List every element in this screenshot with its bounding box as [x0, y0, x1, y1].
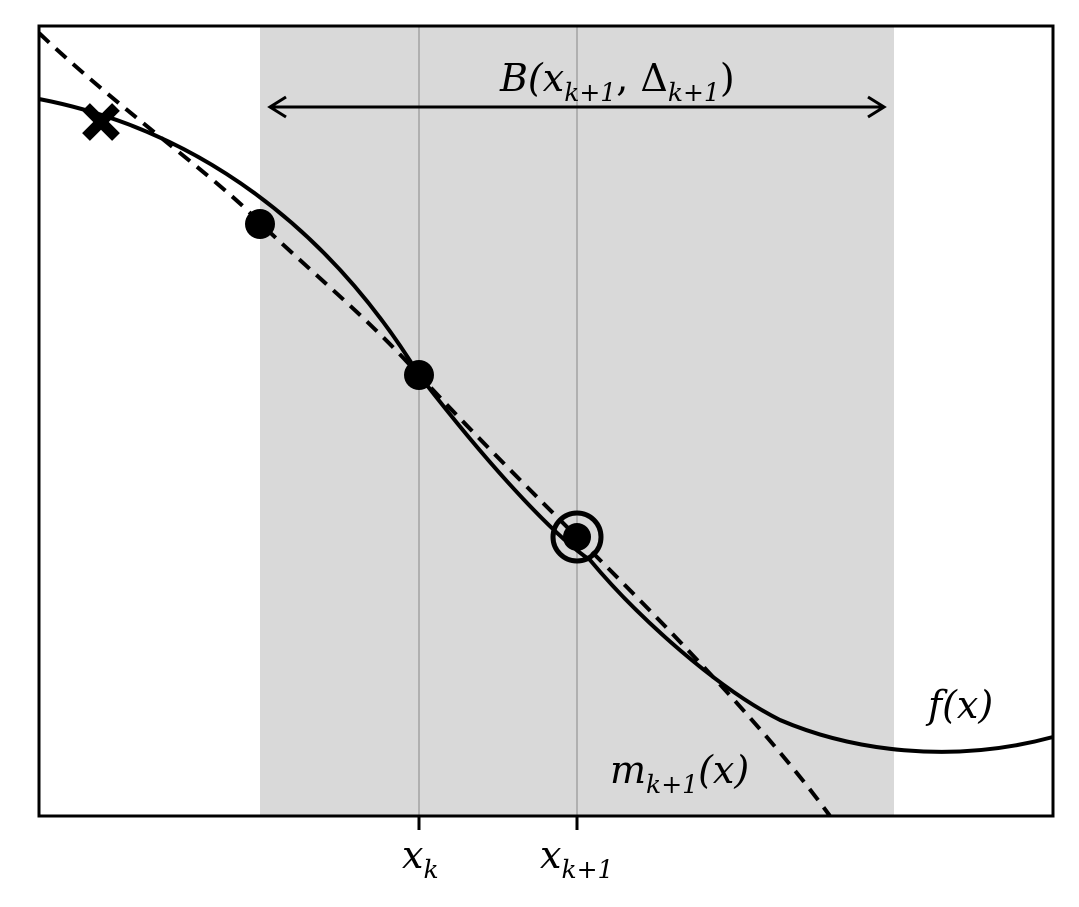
interpolation-point-xk — [404, 360, 434, 390]
trust-region-label: B(xk+1, Δk+1) — [499, 56, 735, 107]
interpolation-point-1 — [245, 209, 275, 239]
tick-label-xk1: xk+1 — [540, 833, 613, 884]
new-iterate-ring — [550, 510, 604, 564]
model-label: mk+1(x) — [610, 748, 749, 799]
function-label: f(x) — [925, 683, 993, 727]
new-iterate-point — [563, 523, 591, 551]
tick-label-xk: xk — [402, 833, 439, 884]
trust-region-arrow — [267, 95, 887, 119]
x-icon — [82, 103, 120, 141]
plot-frame — [37, 24, 1055, 818]
